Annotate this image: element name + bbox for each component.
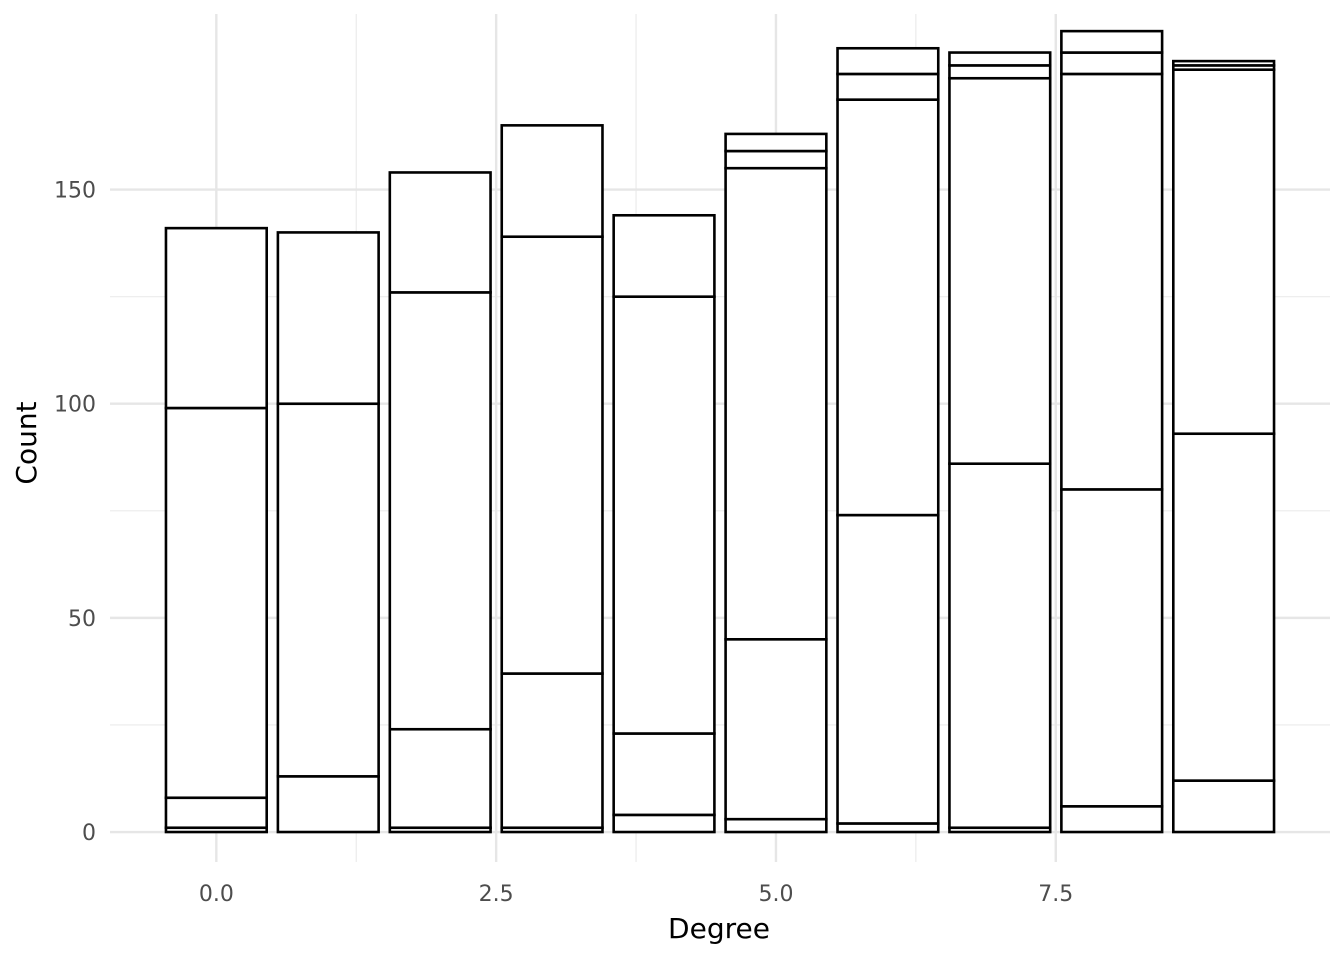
bar-segment	[164, 796, 268, 830]
bar-segment	[500, 672, 604, 830]
bar-segment	[724, 817, 828, 834]
bar-segment	[836, 98, 940, 517]
bar-segment	[1172, 432, 1276, 782]
y-tick-label: 0	[82, 821, 96, 846]
bar-segment	[612, 813, 716, 834]
bar-segment	[276, 775, 380, 834]
bar-segment	[836, 72, 940, 101]
bars	[164, 29, 1276, 834]
bar-segment	[500, 124, 604, 239]
bar-segment	[1060, 488, 1164, 808]
bar-segment	[1060, 51, 1164, 76]
bar-segment	[1060, 805, 1164, 834]
bar-segment	[388, 291, 492, 731]
bar-segment	[948, 51, 1052, 67]
bar-segment	[1060, 72, 1164, 491]
bar-segment	[724, 132, 828, 153]
y-tick-label: 150	[54, 179, 96, 204]
bar-segment	[164, 406, 268, 800]
bar-segment	[388, 727, 492, 830]
bar-segment	[276, 402, 380, 778]
y-tick-label: 50	[68, 607, 96, 632]
bar-segment	[948, 462, 1052, 830]
bar-segment	[724, 637, 828, 821]
bar-segment	[612, 732, 716, 817]
bar-segment	[948, 64, 1052, 80]
x-axis-ticks: 0.0 2.5 5.0 7.5	[199, 882, 1073, 907]
bar-segment	[612, 213, 716, 298]
bar-segment	[724, 166, 828, 641]
bar-segment	[948, 76, 1052, 465]
bar-segment	[388, 171, 492, 294]
y-tick-label: 100	[54, 393, 96, 418]
bar-segment	[836, 46, 940, 76]
bar-segment	[612, 295, 716, 735]
x-tick-label: 0.0	[199, 882, 234, 907]
bar-segment	[1172, 68, 1276, 436]
y-axis-title: Count	[10, 401, 43, 484]
bar-segment	[1172, 779, 1276, 834]
bar-segment	[724, 149, 828, 170]
x-tick-label: 5.0	[758, 882, 793, 907]
bar-segment	[1172, 59, 1276, 67]
x-axis-title: Degree	[668, 912, 770, 945]
bar-segment	[1060, 29, 1164, 54]
x-tick-label: 7.5	[1038, 882, 1073, 907]
bar-segment	[276, 231, 380, 406]
bar-segment	[836, 513, 940, 825]
y-axis-ticks: 0 50 100 150	[54, 179, 96, 846]
bar-segment	[164, 226, 268, 410]
bar-segment	[500, 235, 604, 675]
x-tick-label: 2.5	[479, 882, 514, 907]
